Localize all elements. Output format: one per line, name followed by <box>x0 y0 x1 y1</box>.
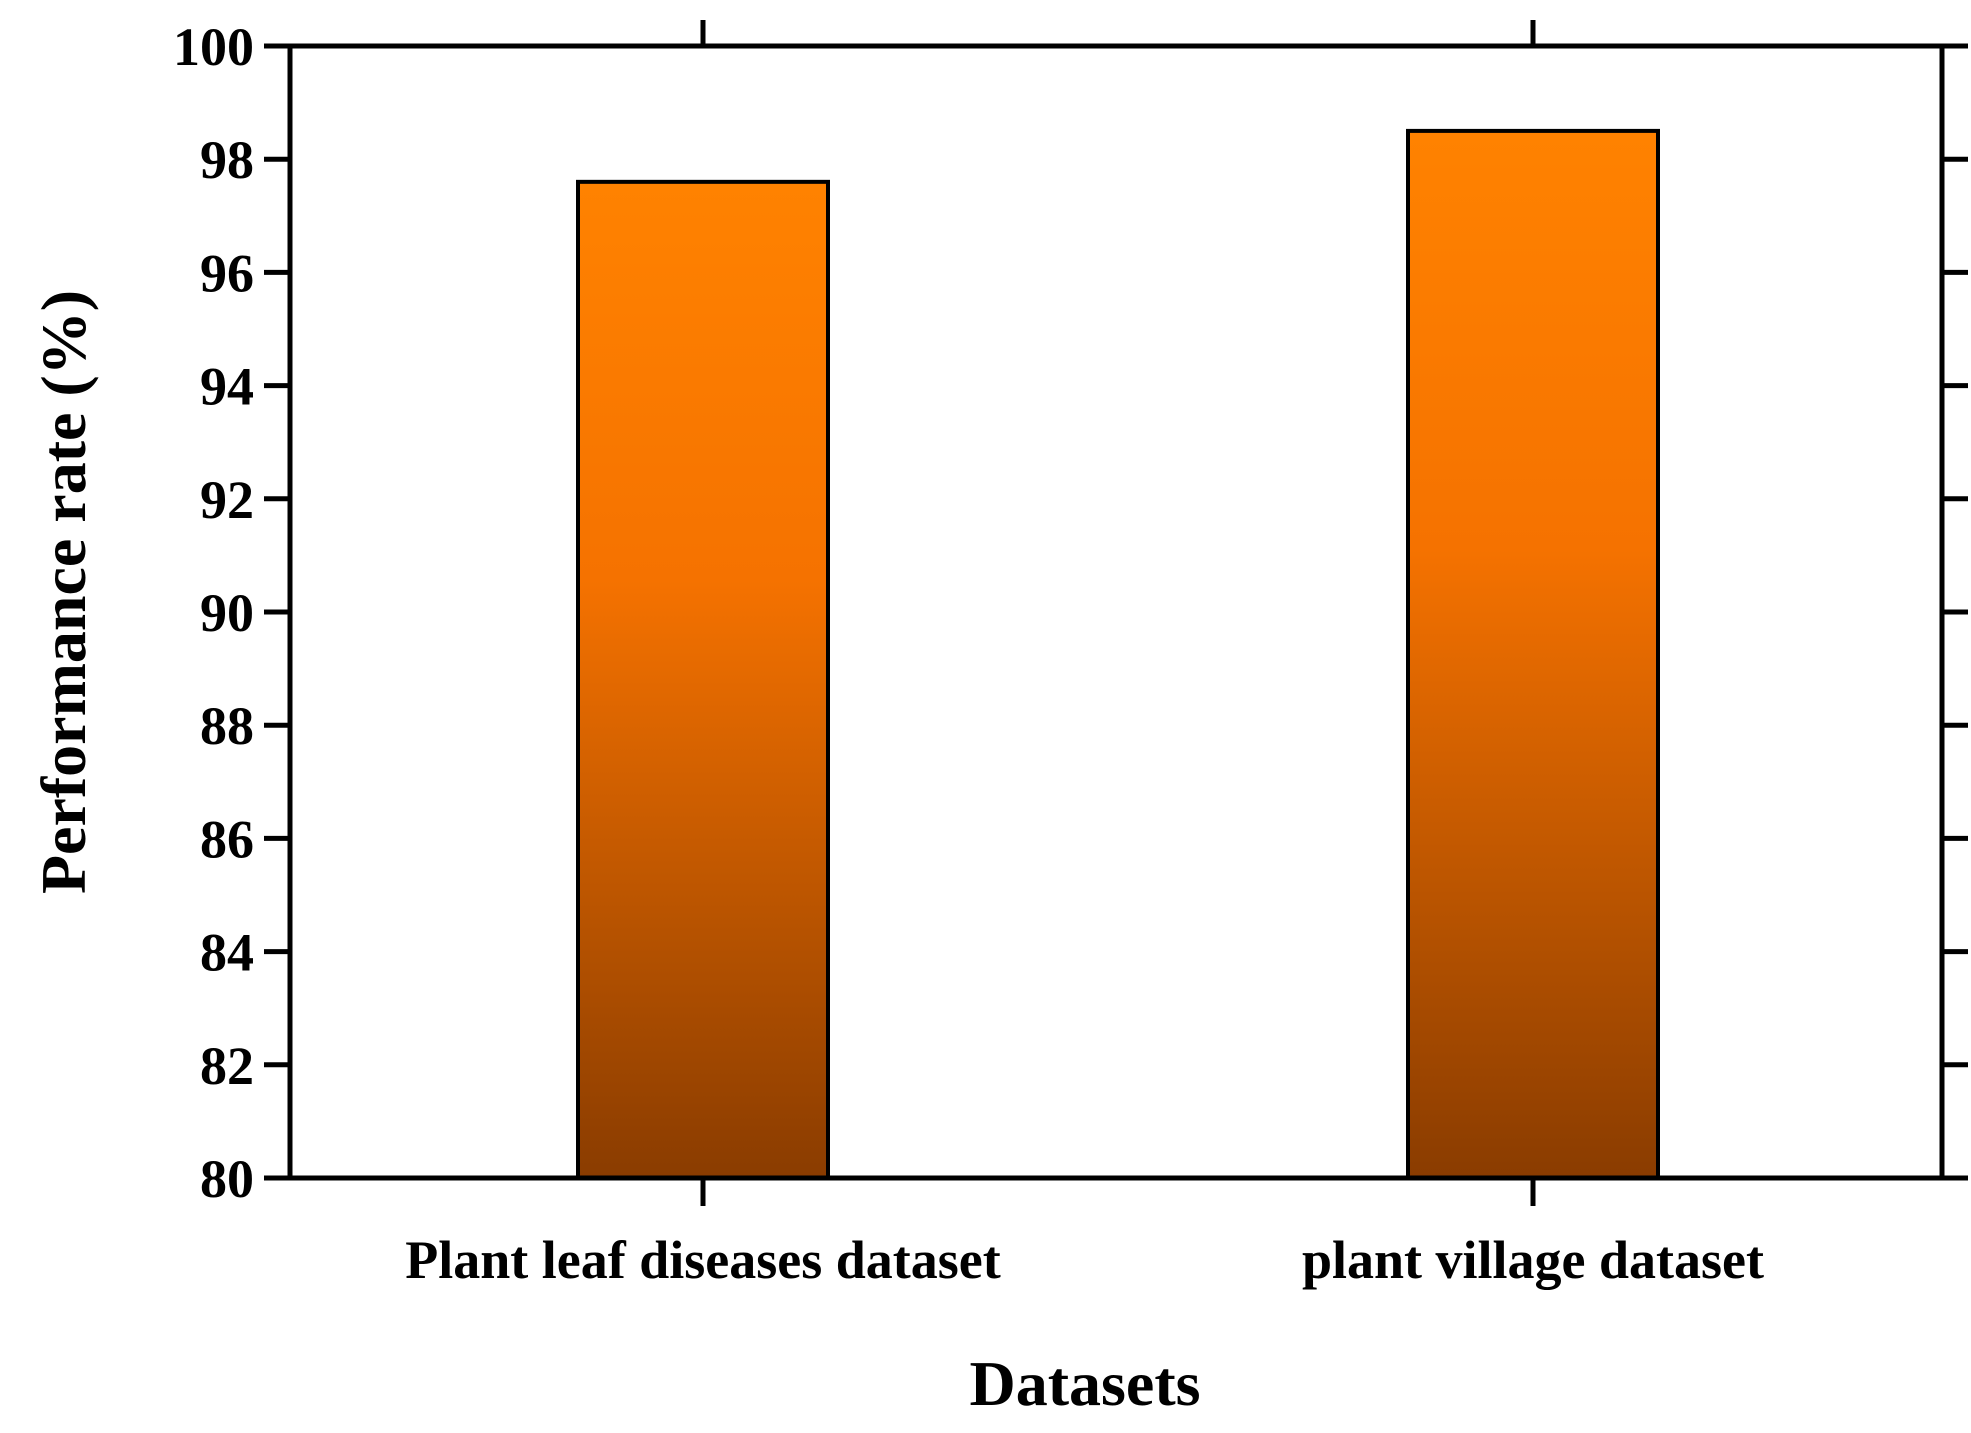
y-tick-label: 100 <box>173 17 254 77</box>
plot-frame <box>287 43 1945 1181</box>
y-tick-label: 92 <box>200 470 254 530</box>
x-axis-title: Datasets <box>969 1348 1200 1419</box>
y-tick-label: 88 <box>200 696 254 756</box>
x-tick-label: plant village dataset <box>1302 1230 1764 1290</box>
y-tick-label: 94 <box>200 357 254 417</box>
y-axis-title: Performance rate (%) <box>28 290 99 894</box>
y-tick-label: 84 <box>200 923 254 983</box>
labels-layer: 80 82 84 86 88 90 92 94 96 98 100 Plant leaf diseas… <box>173 17 1764 1290</box>
bars-layer <box>576 128 1660 1180</box>
ticks-layer <box>264 20 1968 1206</box>
y-tick-label: 86 <box>200 809 254 869</box>
y-tick-label: 90 <box>200 583 254 643</box>
y-tick-label: 98 <box>200 130 254 190</box>
x-tick-label: Plant leaf diseases dataset <box>405 1230 1000 1290</box>
y-tick-label: 96 <box>200 243 254 303</box>
y-tick-label: 80 <box>200 1149 254 1209</box>
bar <box>1406 128 1660 1180</box>
bar <box>576 179 830 1180</box>
y-tick-label: 82 <box>200 1036 254 1096</box>
